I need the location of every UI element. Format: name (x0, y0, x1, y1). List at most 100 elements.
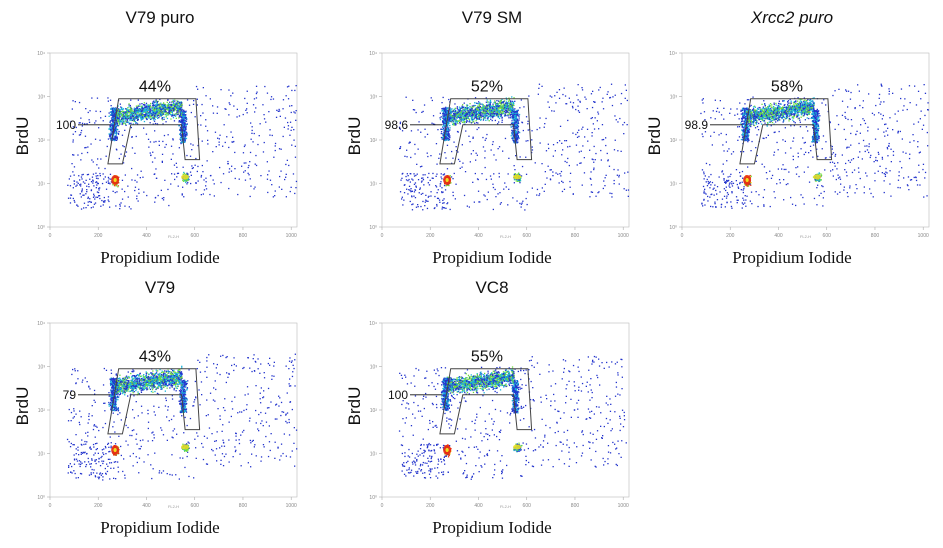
event-dot (139, 113, 141, 115)
event-dot (96, 97, 99, 99)
event-dot (295, 119, 297, 121)
event-dot (500, 105, 502, 107)
event-dot (454, 107, 457, 109)
event-dot (175, 162, 177, 164)
g2-hotspot (181, 174, 190, 180)
event-dot (515, 116, 517, 118)
event-dot (498, 100, 500, 102)
event-dot (96, 184, 98, 186)
event-dot (99, 187, 101, 189)
event-dot (128, 119, 131, 121)
event-dot (119, 103, 121, 105)
event-dot (501, 117, 503, 119)
event-dot (446, 137, 449, 139)
event-dot (180, 107, 182, 109)
event-dot (104, 176, 106, 178)
event-dot (86, 151, 89, 154)
event-dot (92, 206, 94, 208)
event-dot (181, 104, 183, 106)
event-dot (183, 127, 185, 129)
event-dot (125, 116, 128, 118)
event-dot (79, 122, 81, 124)
event-dot (118, 117, 120, 119)
event-dot (145, 114, 147, 116)
event-dot (502, 110, 505, 113)
event-dot (469, 109, 472, 112)
event-dot (478, 106, 480, 108)
event-dot (464, 110, 467, 112)
event-dot (120, 153, 122, 155)
event-dot (145, 109, 147, 112)
event-dot (153, 104, 155, 107)
event-dot (142, 104, 145, 106)
event-dot (139, 116, 141, 118)
axis-caption: FL2-H (500, 234, 511, 239)
event-dot (481, 107, 483, 109)
event-dot (126, 118, 128, 120)
event-dot (125, 117, 127, 119)
event-dot (205, 125, 207, 127)
event-dot (448, 114, 450, 116)
event-dot (159, 114, 162, 116)
event-dot (487, 115, 489, 117)
event-dot (287, 98, 290, 100)
event-dot (173, 101, 175, 103)
event-dot (76, 181, 78, 183)
event-dot (85, 108, 87, 110)
event-dot (450, 118, 453, 120)
event-dot (459, 108, 462, 110)
event-dot (508, 103, 511, 105)
event-dot (164, 103, 166, 106)
event-dot (441, 138, 443, 140)
y-tick-label: 10³ (38, 95, 46, 101)
event-dot (159, 109, 161, 111)
event-dot (170, 103, 173, 106)
event-dot (109, 121, 111, 123)
event-dot (177, 108, 179, 110)
event-dot (440, 116, 442, 118)
event-dot (79, 193, 81, 195)
event-dot (512, 103, 515, 105)
event-dot (121, 113, 123, 115)
event-dot (167, 134, 169, 136)
event-dot (165, 105, 167, 107)
event-dot (197, 165, 199, 168)
event-dot (448, 174, 450, 177)
event-dot (160, 102, 162, 104)
event-dot (136, 107, 138, 109)
event-dot (510, 109, 512, 111)
event-dot (470, 110, 473, 113)
event-dot (477, 106, 479, 108)
event-dot (228, 114, 230, 116)
event-dot (160, 189, 162, 191)
event-dot (445, 109, 447, 111)
event-dot (137, 114, 139, 116)
event-dot (287, 125, 290, 127)
event-dot (282, 108, 284, 110)
event-dot (480, 113, 482, 115)
event-dot (75, 185, 77, 187)
event-dot (458, 110, 460, 112)
event-dot (510, 102, 513, 104)
event-dot (150, 108, 152, 110)
event-dot (172, 107, 174, 110)
event-dot (149, 107, 151, 109)
event-dot (118, 118, 120, 120)
event-dot (457, 122, 459, 125)
event-dot (105, 188, 108, 190)
event-dot (285, 196, 287, 198)
event-dot (472, 114, 474, 117)
event-dot (513, 109, 515, 111)
event-dot (110, 178, 112, 180)
event-dot (517, 109, 519, 111)
event-dot (474, 111, 476, 113)
event-dot (88, 121, 91, 123)
event-dot (124, 155, 126, 157)
event-dot (69, 185, 72, 187)
event-dot (474, 116, 477, 119)
event-dot (244, 97, 246, 100)
event-dot (290, 186, 292, 188)
event-dot (147, 109, 149, 112)
event-dot (133, 110, 136, 112)
event-dot (468, 107, 470, 109)
